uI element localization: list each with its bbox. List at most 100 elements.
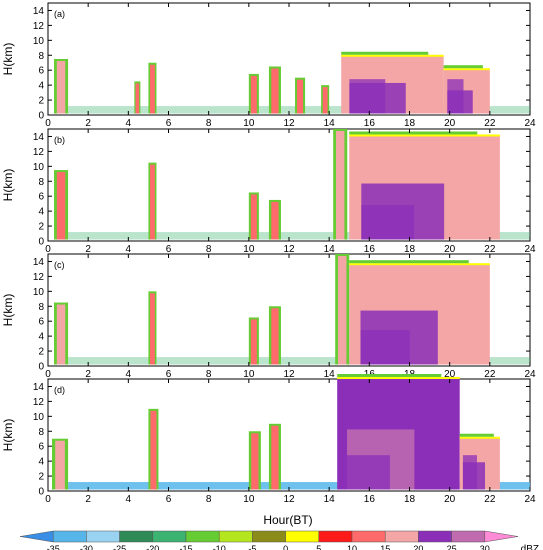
x-tick-label: 4 <box>126 369 132 380</box>
x-tick-label: 8 <box>206 494 212 505</box>
echo-region <box>321 85 330 114</box>
colorbar-tick-label: 25 <box>447 544 457 550</box>
x-tick-label: 2 <box>85 244 91 255</box>
x-tick-label: 14 <box>324 494 336 505</box>
colorbar-tick-label: 15 <box>380 544 390 550</box>
echo-region <box>52 438 69 490</box>
x-tick-label: 2 <box>85 369 91 380</box>
x-tick-label: 22 <box>484 369 496 380</box>
echo-edge <box>443 65 483 69</box>
x-tick-label: 0 <box>45 494 51 505</box>
colorbar-tick-label: 0 <box>283 544 288 550</box>
y-axis-title: H(km) <box>1 419 15 452</box>
x-tick-label: 24 <box>524 244 536 255</box>
x-tick-label: 16 <box>364 494 376 505</box>
echo-region <box>268 66 281 114</box>
echo-region <box>148 62 157 114</box>
echo-core <box>271 425 279 490</box>
echo-region <box>268 423 281 490</box>
y-tick-label: 10 <box>33 162 45 173</box>
echo-bright-band <box>347 455 390 490</box>
y-axis-title: H(km) <box>1 43 15 76</box>
echo-core <box>271 68 279 114</box>
echo-region <box>443 65 490 114</box>
colorbar-segment <box>484 530 519 543</box>
x-tick-label: 24 <box>524 494 536 505</box>
echo-edge <box>337 377 460 380</box>
panel-label: (b) <box>54 135 65 145</box>
colorbar-segment <box>52 530 87 543</box>
echo-bright-band <box>447 79 464 114</box>
low-level-echo-band <box>68 482 530 490</box>
colorbar-segment <box>218 530 253 543</box>
y-tick-label: 10 <box>33 36 45 47</box>
y-tick-label: 0 <box>38 487 44 498</box>
x-tick-label: 6 <box>166 244 172 255</box>
echo-core <box>250 319 257 365</box>
y-tick-label: 8 <box>38 302 44 313</box>
echo-region <box>148 162 157 240</box>
echo-region <box>333 129 348 240</box>
x-tick-label: 20 <box>444 369 456 380</box>
echo-core <box>55 440 65 490</box>
y-tick-label: 4 <box>38 81 44 92</box>
x-tick-label: 20 <box>444 244 456 255</box>
echo-region <box>248 317 259 365</box>
low-level-echo-band <box>68 232 530 240</box>
colorbar-tick-label: -15 <box>179 544 192 550</box>
colorbar-tick-label: -20 <box>146 544 159 550</box>
echo-region <box>335 254 350 365</box>
echo-core <box>135 83 140 114</box>
y-tick-label: 0 <box>38 111 44 122</box>
y-tick-label: 4 <box>38 457 44 468</box>
y-tick-label: 12 <box>33 147 45 158</box>
y-tick-label: 8 <box>38 427 44 438</box>
echo-core <box>150 410 157 490</box>
echo-bright-band <box>349 79 386 114</box>
colorbar-segment <box>86 530 120 543</box>
x-tick-label: 12 <box>283 118 295 129</box>
echo-edge <box>337 374 442 377</box>
x-tick-label: 0 <box>45 118 51 129</box>
echo-core <box>297 79 304 114</box>
x-tick-label: 6 <box>166 494 172 505</box>
y-tick-label: 14 <box>33 382 45 393</box>
x-tick-label: 2 <box>85 494 91 505</box>
colorbar-segment <box>384 530 419 543</box>
echo-core <box>250 194 257 240</box>
y-tick-label: 6 <box>38 442 44 453</box>
x-tick-label: 10 <box>243 244 255 255</box>
echo-core <box>271 201 279 240</box>
y-tick-label: 2 <box>38 472 44 483</box>
echo-edge <box>341 54 444 58</box>
y-tick-label: 6 <box>38 317 44 328</box>
echo-core <box>251 433 259 490</box>
echo-region <box>341 51 444 114</box>
y-axis-title: H(km) <box>1 169 15 202</box>
colorbar-tick-label: 30 <box>480 544 490 550</box>
echo-region <box>54 59 69 114</box>
x-tick-label: 12 <box>283 244 295 255</box>
y-tick-label: 0 <box>38 362 44 373</box>
echo-core <box>150 293 155 365</box>
y-tick-label: 8 <box>38 177 44 188</box>
x-tick-label: 4 <box>126 118 132 129</box>
x-tick-label: 24 <box>524 369 536 380</box>
colorbar-segment <box>185 530 220 543</box>
echo-edge <box>459 436 500 440</box>
x-tick-label: 14 <box>324 118 336 129</box>
echo-bright-band <box>361 205 415 240</box>
echo-core <box>150 64 155 114</box>
x-tick-label: 12 <box>283 494 295 505</box>
x-tick-label: 18 <box>404 118 416 129</box>
x-tick-label: 24 <box>524 118 536 129</box>
echo-region <box>248 431 261 490</box>
colorbar-tick-label: -5 <box>248 544 256 550</box>
x-tick-label: 10 <box>243 494 255 505</box>
y-tick-label: 12 <box>33 397 45 408</box>
echo-core <box>271 308 279 365</box>
